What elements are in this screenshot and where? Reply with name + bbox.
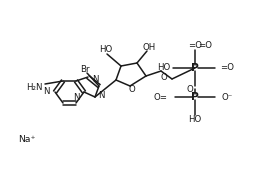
Text: O⁻: O⁻: [222, 93, 233, 101]
Text: =O: =O: [220, 64, 234, 73]
Text: O=: O=: [154, 93, 168, 101]
Text: Na⁺: Na⁺: [18, 135, 35, 144]
Text: N: N: [43, 87, 50, 96]
Text: HO: HO: [99, 45, 113, 55]
Text: N: N: [92, 75, 99, 84]
Text: =O: =O: [188, 41, 202, 50]
Text: HO: HO: [188, 116, 202, 124]
Text: HO: HO: [157, 64, 170, 73]
Text: O: O: [187, 85, 193, 95]
Text: O: O: [160, 73, 167, 82]
Text: =O: =O: [198, 41, 212, 50]
Text: P: P: [191, 92, 199, 102]
Text: N: N: [98, 90, 105, 99]
Text: N: N: [73, 93, 79, 102]
Text: H₂N: H₂N: [27, 82, 43, 92]
Text: P: P: [191, 63, 199, 73]
Text: OH: OH: [142, 42, 156, 52]
Text: Br: Br: [80, 65, 90, 75]
Text: O: O: [129, 84, 135, 93]
